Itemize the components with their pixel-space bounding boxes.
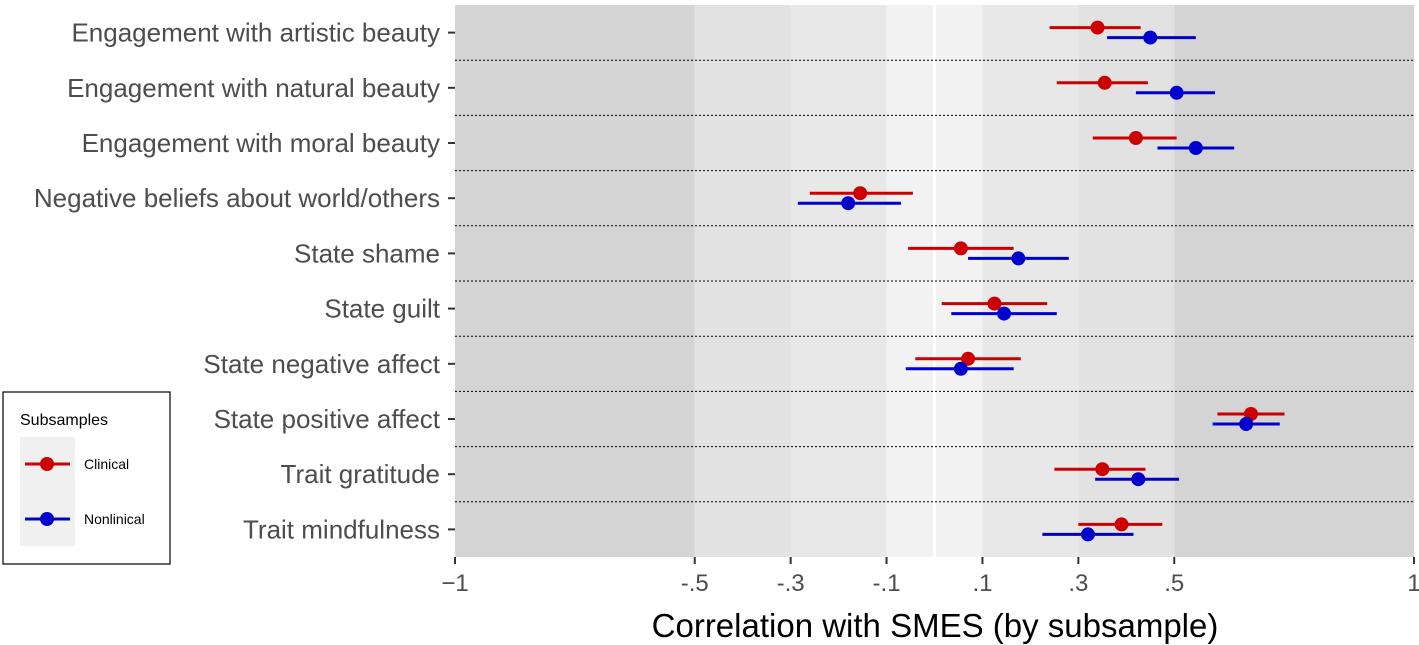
category-label: Engagement with moral beauty [82,128,440,158]
category-label: Engagement with artistic beauty [71,18,440,48]
point-estimate [997,306,1012,321]
point-estimate [1169,85,1184,100]
background-band [455,5,695,557]
x-axis: −1 -.5 -.3 -.1 .1 .3 .5 1 [441,557,1419,597]
x-axis-title: Correlation with SMES (by subsample) [652,607,1219,644]
x-tick-label: 1 [1407,570,1419,597]
data-marks [797,20,1285,542]
category-label: State guilt [324,294,440,324]
legend: Subsamples Clinical Nonlinical [2,391,171,565]
background-band [1174,5,1414,557]
category-label: State shame [294,238,440,268]
point-estimate [1188,141,1203,155]
x-tick-label: .3 [1068,570,1088,597]
category-labels: Engagement with artistic beauty Engagemen… [34,18,455,544]
point-estimate [1131,472,1146,487]
category-label: Engagement with natural beauty [67,73,440,103]
point-estimate [1095,462,1110,477]
point-estimate [841,196,856,211]
background-band [982,5,1079,557]
category-label: Trait mindfulness [243,514,440,544]
point-estimate [961,351,976,366]
point-estimate [987,296,1002,311]
point-estimate [1011,251,1026,266]
background-band [694,5,791,557]
point-estimate [853,186,868,201]
legend-key-background [20,437,75,546]
point-estimate [1080,527,1095,542]
x-tick-label: -.1 [873,570,901,597]
category-label: State positive affect [214,404,441,434]
legend-marker [40,512,54,526]
legend-marker [40,457,54,471]
point-estimate [953,361,968,376]
background-band [790,5,887,557]
point-estimate [1114,517,1129,532]
legend-label: Nonlinical [84,511,145,527]
category-label: Negative beliefs about world/others [34,183,440,213]
background-band [1078,5,1175,557]
category-label: Trait gratitude [281,459,440,489]
x-tick-label: -.3 [777,570,805,597]
point-estimate [1090,20,1105,35]
legend-items: Clinical Nonlinical [25,456,145,527]
point-estimate [1239,417,1254,431]
point-estimate [953,241,968,256]
point-estimate [1128,131,1143,145]
legend-label: Clinical [84,456,129,472]
x-tick-label: -.5 [681,570,709,597]
x-tick-label: −1 [441,570,468,597]
legend-title: Subsamples [20,412,108,429]
x-tick-label: .1 [972,570,992,597]
category-label: State negative affect [203,349,440,379]
x-tick-label: .5 [1164,570,1184,597]
point-estimate [1143,30,1158,45]
point-estimate [1097,75,1112,90]
